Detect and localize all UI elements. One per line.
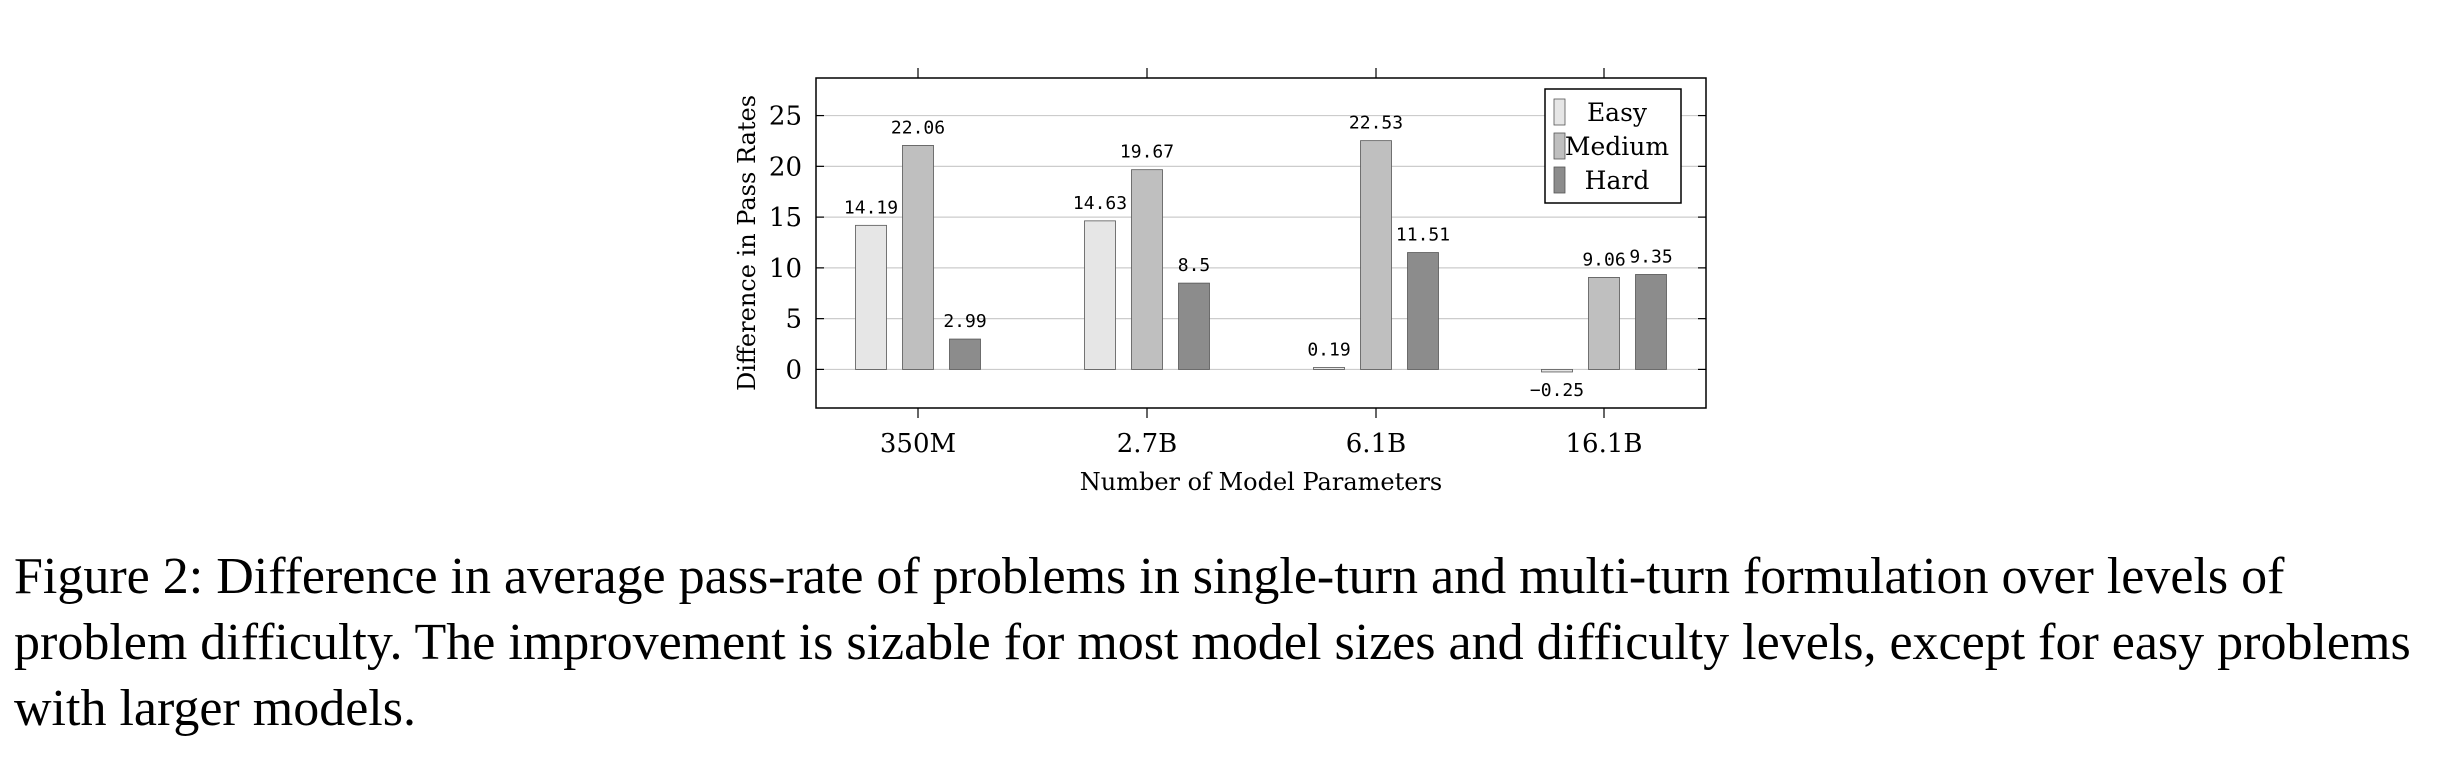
x-axis-title: Number of Model Parameters [1080,468,1443,496]
legend-label-hard: Hard [1585,166,1650,195]
bar-chart: 0 5 10 15 20 25 350M 2.7B 6.1B 16.1B 14.19 22.06 2… [733,68,1707,496]
data-label: −0.25 [1530,380,1584,401]
figure-caption: Figure 2: Difference in average pass-rat… [14,548,2411,737]
data-label: 9.35 [1629,246,1672,267]
y-tick-label: 15 [769,203,802,233]
bar-medium-16-1b [1588,277,1620,370]
bar-hard-350m [949,338,981,370]
y-axis: 0 5 10 15 20 25 [769,102,1706,385]
data-labels: 14.19 22.06 2.99 14.63 19.67 8.5 0.19 22.53 11.5… [844,113,1673,401]
x-tick-label: 16.1B [1566,429,1643,459]
bar-hard-16-1b [1635,274,1667,370]
data-label: 9.06 [1582,249,1625,270]
plot-frame [815,77,1707,409]
data-label: 0.19 [1307,339,1350,360]
bars [855,140,1667,373]
legend-swatch-medium [1553,132,1566,160]
bar-easy-6-1b [1313,367,1345,370]
y-tick-label: 0 [785,355,802,385]
y-tick-label: 5 [785,305,802,335]
data-label: 8.5 [1178,255,1211,276]
x-tick-label: 350M [880,429,956,459]
legend-box [1544,88,1682,204]
legend-label-easy: Easy [1587,98,1648,127]
data-label: 22.06 [891,117,945,138]
bar-medium-6-1b [1360,140,1392,370]
data-label: 14.63 [1073,193,1127,214]
bar-hard-6-1b [1407,252,1439,370]
bar-medium-350m [902,145,934,370]
legend-swatch-hard [1553,166,1566,194]
bar-medium-2-7b [1131,169,1163,370]
data-label: 2.99 [943,311,986,332]
y-tick-label: 10 [769,254,802,284]
bar-hard-2-7b [1178,282,1210,370]
bar-easy-350m [855,224,887,370]
data-label: 11.51 [1396,225,1450,246]
data-label: 14.19 [844,197,898,218]
x-tick-label: 2.7B [1117,429,1177,459]
legend-swatch-easy [1553,98,1566,126]
y-tick-label: 25 [769,102,802,132]
data-label: 22.53 [1349,113,1403,134]
legend-label-medium: Medium [1565,132,1669,161]
y-tick-label: 20 [769,152,802,182]
bar-easy-16-1b [1541,369,1573,373]
data-label: 19.67 [1120,142,1174,163]
x-axis: 350M 2.7B 6.1B 16.1B [880,68,1643,459]
y-axis-title: Difference in Pass Rates [733,95,761,391]
bar-easy-2-7b [1084,220,1116,370]
x-tick-label: 6.1B [1346,429,1406,459]
legend: Easy Medium Hard [1544,88,1682,204]
